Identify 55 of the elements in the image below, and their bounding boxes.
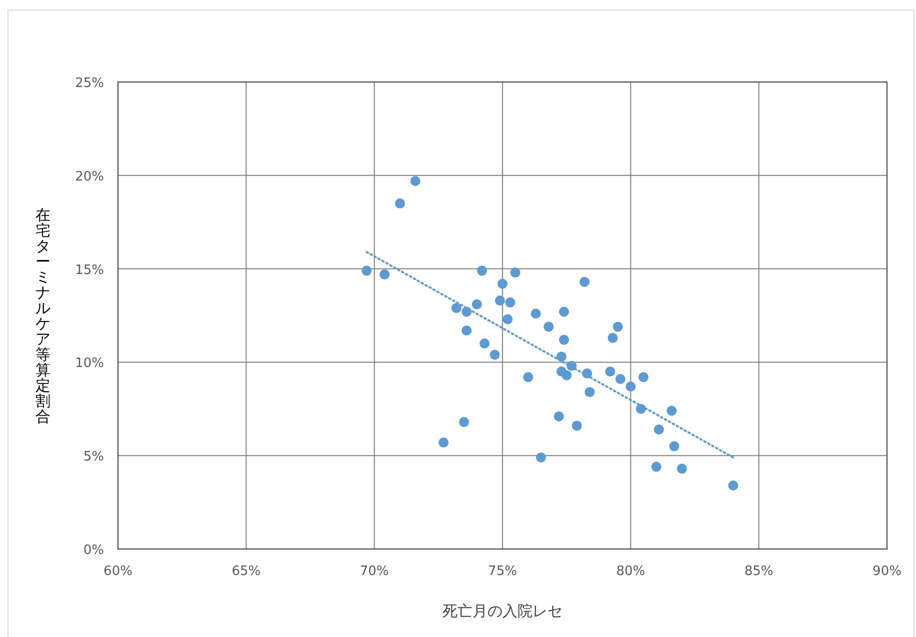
x-tick-label: 75% bbox=[488, 564, 517, 579]
point bbox=[530, 308, 541, 319]
x-tick-label: 60% bbox=[104, 564, 132, 579]
point bbox=[510, 268, 520, 278]
y-tick-label: 10% bbox=[75, 356, 104, 372]
point bbox=[498, 278, 508, 289]
point bbox=[580, 276, 590, 287]
point bbox=[523, 372, 534, 382]
point bbox=[502, 314, 513, 324]
point bbox=[394, 198, 405, 208]
point bbox=[451, 303, 462, 314]
point bbox=[462, 325, 472, 336]
point bbox=[559, 306, 570, 317]
text: 在宅ターミナルケア等算定割合 bbox=[36, 206, 50, 426]
point bbox=[480, 338, 490, 349]
point bbox=[362, 266, 372, 276]
point bbox=[572, 420, 582, 431]
y-tick-label: 5% bbox=[83, 450, 104, 465]
point bbox=[459, 416, 470, 427]
point bbox=[669, 441, 680, 452]
y-tick-label: 0% bbox=[83, 543, 104, 558]
x-tick-label: 90% bbox=[872, 564, 902, 579]
point bbox=[638, 372, 648, 382]
point bbox=[490, 350, 500, 360]
point bbox=[676, 464, 687, 474]
point bbox=[584, 387, 595, 398]
x-tick-label: 85% bbox=[744, 564, 774, 579]
point bbox=[605, 366, 616, 377]
point bbox=[410, 176, 420, 186]
point bbox=[438, 438, 449, 448]
point bbox=[666, 406, 677, 416]
point bbox=[494, 296, 505, 306]
point bbox=[608, 332, 618, 343]
point bbox=[505, 297, 516, 308]
point bbox=[544, 322, 554, 332]
x-tick-label: 70% bbox=[360, 564, 389, 579]
point bbox=[562, 370, 572, 380]
point bbox=[554, 411, 564, 422]
point bbox=[626, 381, 636, 392]
point bbox=[559, 334, 570, 345]
point bbox=[380, 269, 390, 280]
point bbox=[472, 299, 482, 310]
point bbox=[476, 266, 487, 276]
point bbox=[654, 424, 664, 434]
y-tick-label: 25% bbox=[75, 76, 104, 91]
y-tick-label: 15% bbox=[75, 262, 104, 278]
point bbox=[651, 462, 662, 472]
point bbox=[536, 452, 546, 462]
x-tick-label: 80% bbox=[616, 564, 646, 579]
point bbox=[612, 322, 623, 332]
point bbox=[728, 480, 738, 490]
x-tick-label: 65% bbox=[232, 564, 261, 579]
point bbox=[615, 374, 626, 384]
y-tick-label: 20% bbox=[75, 169, 104, 184]
x-axis-title: 死亡月の入院レセ bbox=[442, 602, 562, 620]
